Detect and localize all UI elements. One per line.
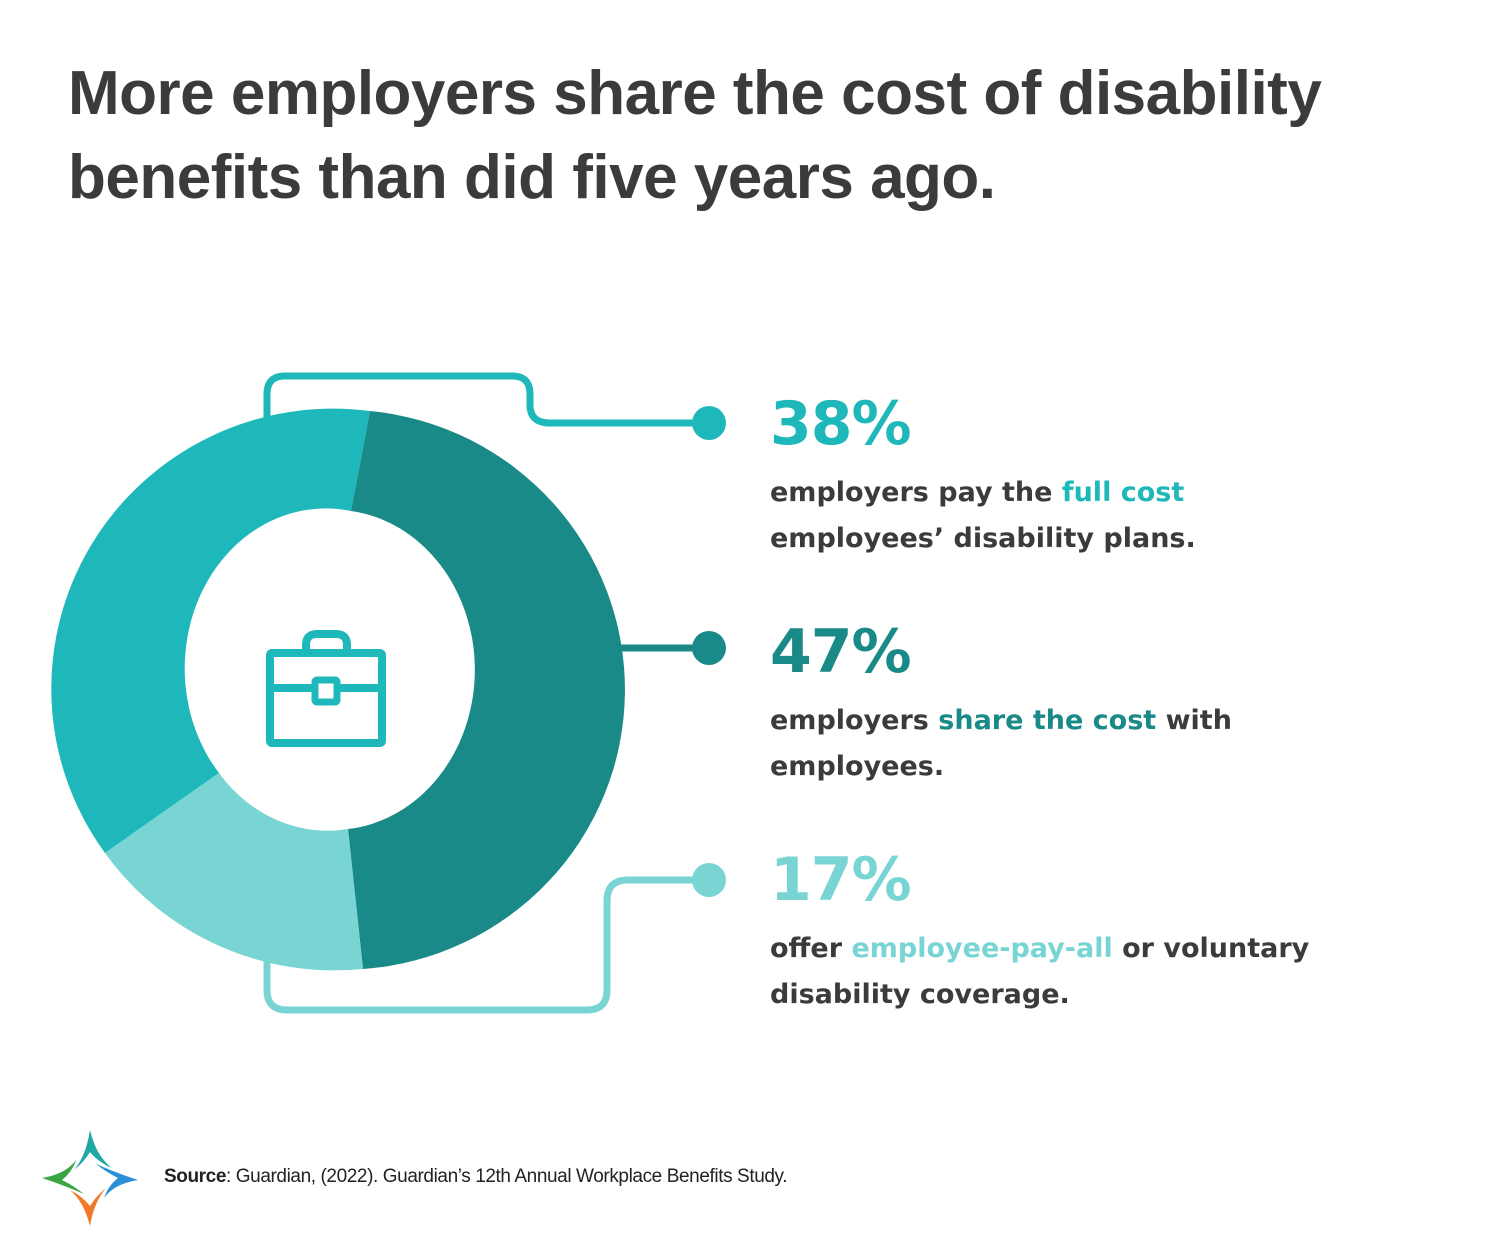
stat-percent: 47% bbox=[770, 617, 912, 687]
segment-full-cost bbox=[51, 408, 370, 853]
source-citation: Source: Guardian, (2022). Guardian’s 12t… bbox=[164, 1166, 788, 1187]
logo-star-icon bbox=[42, 1130, 138, 1226]
stat-employee-pay: 17% offer employee-pay-all or voluntary d… bbox=[770, 848, 1470, 1018]
stat-share-cost: 47% employers share the cost with employe… bbox=[770, 620, 1470, 790]
stat-highlight: employee-pay-all bbox=[851, 933, 1113, 964]
stat-percent: 38% bbox=[770, 389, 912, 459]
dot-share-cost bbox=[692, 631, 726, 665]
stat-description: employers pay the full cost employees’ di… bbox=[770, 477, 1196, 554]
dot-full-cost bbox=[692, 406, 726, 440]
stat-percent: 17% bbox=[770, 845, 912, 915]
dot-employee-pay bbox=[692, 863, 726, 897]
connector-full-cost bbox=[263, 372, 700, 427]
stat-full-cost: 38% employers pay the full cost employees… bbox=[770, 392, 1470, 562]
stat-description: employers share the cost with employees. bbox=[770, 705, 1232, 782]
connector-employee-pay bbox=[263, 876, 700, 1014]
stat-description: offer employee-pay-all or voluntary disab… bbox=[770, 933, 1310, 1010]
stat-highlight: share the cost bbox=[938, 705, 1157, 736]
segment-share-cost bbox=[348, 411, 625, 969]
stat-highlight: full cost bbox=[1061, 477, 1185, 508]
page-title: More employers share the cost of disabil… bbox=[68, 59, 1322, 212]
segment-employee-pay bbox=[105, 773, 363, 971]
briefcase-icon bbox=[266, 630, 386, 747]
